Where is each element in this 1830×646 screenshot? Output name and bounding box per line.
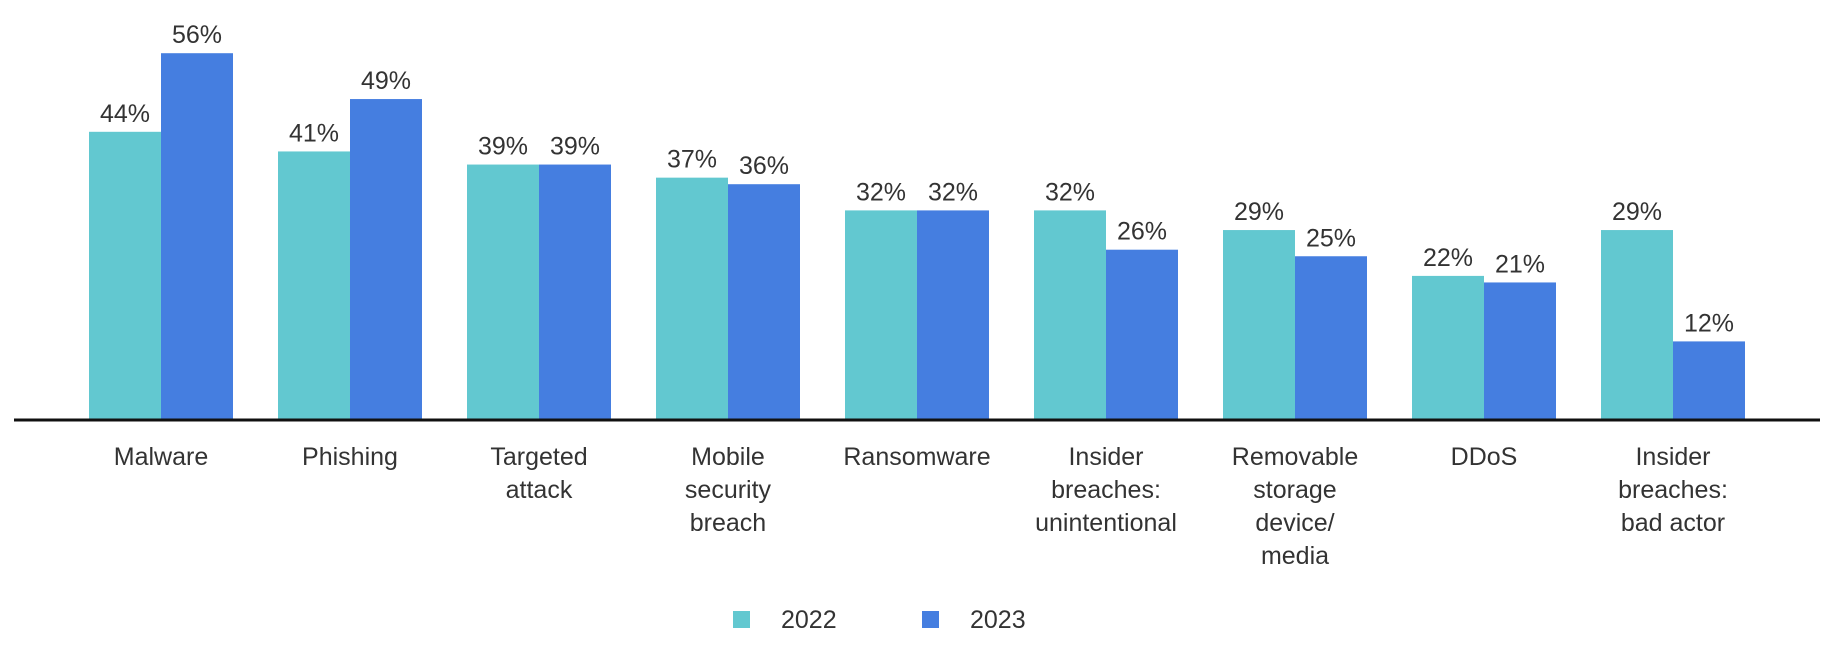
bar [1034,210,1106,420]
value-label: 22% [1423,244,1473,272]
value-label: 56% [172,21,222,49]
x-tick-label: Removable storage device/ media [1231,443,1359,570]
value-label: 21% [1495,250,1545,278]
x-tick-label: Ransomware [843,443,991,471]
bar [845,210,917,420]
value-label: 44% [100,100,150,128]
x-tick-label: Targeted attack [490,443,588,504]
bar [1601,230,1673,420]
bar [917,210,989,420]
bar [161,53,233,420]
value-label: 12% [1684,309,1734,337]
bar [728,184,800,420]
x-tick-label: Insider breaches: unintentional [1035,443,1177,537]
legend-swatch [922,611,939,628]
value-label: 37% [667,146,717,174]
bar [1673,341,1745,420]
bar [1295,256,1367,420]
value-label: 36% [739,152,789,180]
value-label: 49% [361,67,411,95]
value-label: 41% [289,119,339,147]
value-label: 29% [1612,198,1662,226]
value-label: 39% [478,133,528,161]
x-tick-label: Malware [113,443,209,471]
bar [1412,275,1484,420]
legend-swatch [733,611,750,628]
x-tick-label: Phishing [302,443,398,471]
x-tick-label: Mobile security breach [684,443,772,537]
bar [350,99,422,421]
legend-label: 2023 [970,606,1026,634]
legend-label: 2022 [781,606,837,634]
value-label: 29% [1234,198,1284,226]
bar [1106,249,1178,420]
bar [467,164,539,420]
bar [1223,230,1295,420]
x-tick-label: Insider breaches: bad actor [1618,443,1728,537]
bar [1484,282,1556,420]
value-label: 32% [856,178,906,206]
bar [539,164,611,420]
value-label: 32% [1045,178,1095,206]
bar [656,177,728,420]
x-tick-label: DDoS [1450,443,1518,471]
value-label: 32% [928,178,978,206]
bar [278,151,350,420]
value-label: 26% [1117,218,1167,246]
value-label: 39% [550,133,600,161]
value-label: 25% [1306,224,1356,252]
bar [89,131,161,421]
